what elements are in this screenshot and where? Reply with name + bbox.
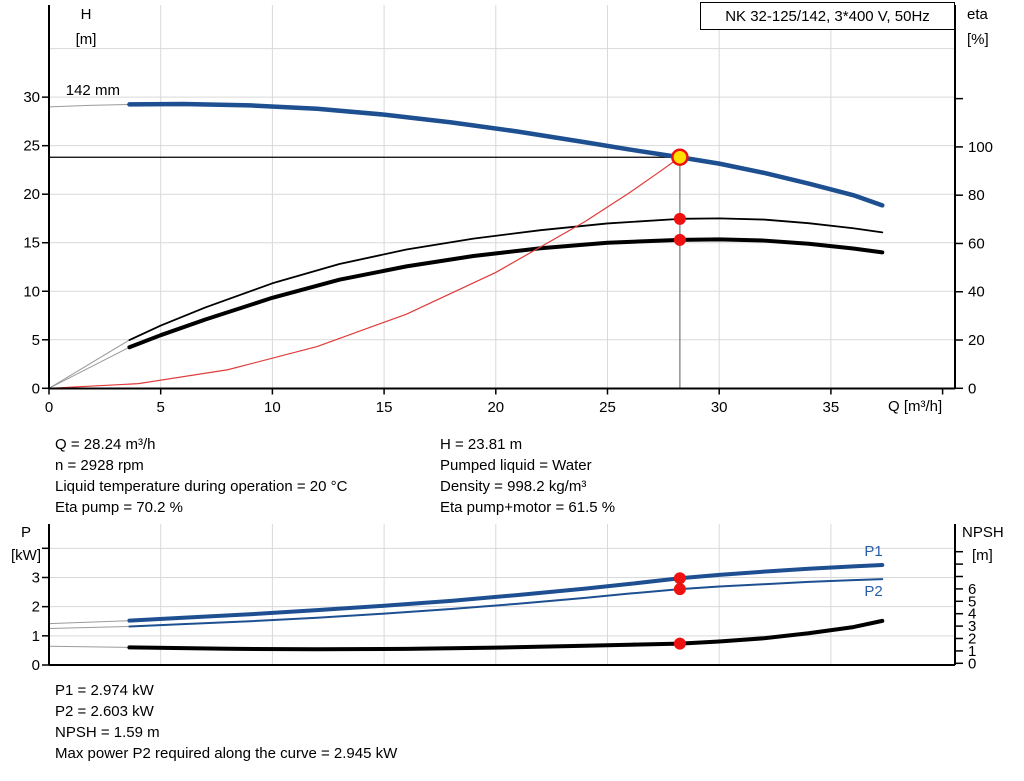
duty-point-p1 [673, 572, 686, 585]
result-max-power: Max power P2 required along the curve = … [55, 745, 398, 762]
result-flow: Q = 28.24 m³/h [55, 436, 156, 453]
y-left-tick-label: 5 [32, 332, 40, 349]
x-tick-label: 35 [823, 399, 840, 416]
y-left-tick-label: 0 [32, 380, 40, 397]
eta-pump-curve [128, 217, 884, 341]
impeller-diameter-label: 142 mm [66, 82, 120, 99]
p1-curve-label: P1 [864, 543, 882, 560]
y-right-tick-label: 0 [968, 380, 976, 397]
y-right-axis-label: NPSH [962, 524, 1004, 541]
y-left-tick-label: 10 [23, 283, 40, 300]
result-speed: n = 2928 rpm [55, 457, 144, 474]
y-left-tick-label: 0 [32, 657, 40, 674]
result-p1: P1 = 2.974 kW [55, 682, 154, 699]
y-left-tick-label: 15 [23, 235, 40, 252]
y-left-tick-label: 25 [23, 138, 40, 155]
p1-power-curve-extension [48, 620, 130, 625]
y-left-tick-label: 2 [32, 599, 40, 616]
x-tick-label: 30 [711, 399, 728, 416]
p2-curve-label: P2 [864, 583, 882, 600]
x-axis-label: Q [m³/h] [888, 398, 942, 415]
y-right-tick-label: 5 [968, 593, 976, 610]
duty-point-eta-pump-motor [673, 233, 686, 246]
y-left-axis-label: P [21, 524, 31, 541]
y-right-tick-label: 1 [968, 643, 976, 660]
head-curve-142mm-extension [48, 103, 130, 108]
npsh-curve [127, 618, 885, 652]
y-right-tick-label: 100 [968, 139, 993, 156]
x-tick-label: 20 [487, 399, 504, 416]
result-pumped-liquid: Pumped liquid = Water [440, 457, 592, 474]
eta-pump-motor-curve [127, 237, 885, 350]
x-tick-label: 15 [376, 399, 393, 416]
p2-power-curve-extension [48, 625, 130, 630]
result-eta-pump: Eta pump = 70.2 % [55, 499, 183, 516]
y-left-axis-label: [kW] [11, 547, 41, 564]
y-right-tick-label: 80 [968, 187, 985, 204]
y-right-tick-label: 2 [968, 631, 976, 648]
result-density: Density = 998.2 kg/m³ [440, 478, 587, 495]
result-eta-pump-motor: Eta pump+motor = 61.5 % [440, 499, 616, 516]
y-left-axis-label: H [81, 6, 92, 23]
y-right-tick-label: 60 [968, 235, 985, 252]
y-right-tick-label: 20 [968, 332, 985, 349]
power-results: P1 = 2.974 kW P2 = 2.603 kW NPSH = 1.59 … [55, 680, 397, 764]
y-right-tick-label: 3 [968, 618, 976, 635]
system-curve [48, 156, 681, 389]
duty-point-npsh [673, 637, 686, 650]
y-right-tick-label: 40 [968, 284, 985, 301]
x-tick-label: 0 [45, 399, 53, 416]
eta-pump-curve-extension [48, 339, 130, 389]
x-tick-label: 10 [264, 399, 281, 416]
duty-point-p2 [673, 583, 686, 596]
x-tick-label: 5 [157, 399, 165, 416]
y-right-tick-label: 4 [968, 606, 976, 623]
y-left-tick-label: 30 [23, 89, 40, 106]
y-right-axis-label: [%] [967, 31, 989, 48]
y-right-tick-label: 0 [968, 655, 976, 672]
p2-power-curve [128, 578, 884, 628]
pump-title-box: NK 32-125/142, 3*400 V, 50Hz [700, 2, 955, 30]
pump-title: NK 32-125/142, 3*400 V, 50Hz [725, 7, 930, 25]
result-npsh: NPSH = 1.59 m [55, 724, 160, 741]
duty-results-right: H = 23.81 m Pumped liquid = Water Densit… [440, 434, 615, 518]
head-curve-142mm [127, 101, 885, 208]
y-right-axis-label: [m] [972, 547, 993, 564]
duty-point-eta-pump [673, 212, 686, 225]
x-tick-label: 25 [599, 399, 616, 416]
p1-power-curve [127, 562, 885, 623]
y-left-tick-label: 3 [32, 569, 40, 586]
result-head: H = 23.81 m [440, 436, 523, 453]
duty-point-head [671, 148, 689, 166]
result-p2: P2 = 2.603 kW [55, 703, 154, 720]
duty-results-left: Q = 28.24 m³/h n = 2928 rpm Liquid tempe… [55, 434, 347, 518]
y-right-tick-label: 6 [968, 581, 976, 598]
y-left-tick-label: 20 [23, 186, 40, 203]
y-left-tick-label: 1 [32, 628, 40, 645]
y-right-axis-label: eta [967, 6, 989, 23]
result-liquid-temperature: Liquid temperature during operation = 20… [55, 478, 348, 495]
y-left-axis-label: [m] [76, 31, 97, 48]
npsh-curve-extension [48, 645, 130, 648]
eta-pump-motor-curve-extension [48, 346, 130, 389]
